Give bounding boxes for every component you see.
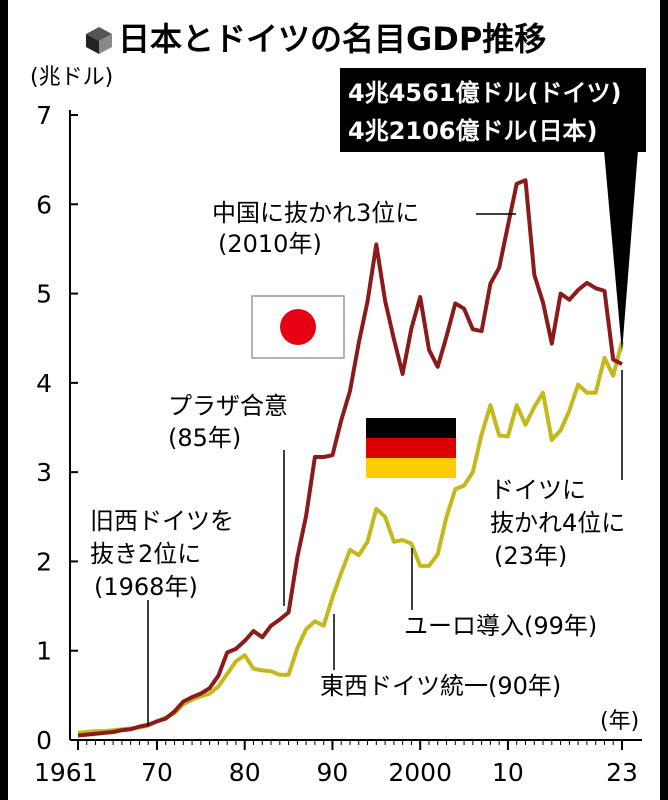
annotation-germany-line1: ドイツに — [490, 476, 586, 504]
x-tick-label: 1961 — [34, 758, 98, 787]
annotation-germany: ドイツに 抜かれ4位に (23年) — [490, 370, 625, 570]
x-ticks: 1961 70 80 90 2000 10 23 — [34, 740, 638, 787]
annotation-unification-line1: 東西ドイツ統一(90年) — [320, 672, 561, 700]
annotation-euro-line1: ユーロ導入(99年) — [404, 612, 597, 640]
x-tick-label: 70 — [141, 758, 173, 787]
annotation-plaza-line1: プラザ合意 — [168, 392, 288, 420]
y-tick-label: 7 — [36, 101, 52, 130]
x-tick-label: 10 — [492, 758, 524, 787]
annotation-china: 中国に抜かれ3位に (2010年) — [212, 199, 516, 258]
annotation-china-line2: (2010年) — [218, 230, 322, 258]
x-tick-label: 90 — [317, 758, 349, 787]
x-axis-unit: (年) — [600, 709, 639, 734]
annotation-unification: 東西ドイツ統一(90年) — [320, 614, 561, 700]
callout-germany-value: 4兆4561億ドル(ドイツ) — [348, 79, 621, 107]
x-tick-label: 80 — [229, 758, 261, 787]
japan-gdp-line — [77, 178, 623, 738]
annotation-germany-line3: (23年) — [494, 542, 567, 570]
annotation-china-line1: 中国に抜かれ3位に — [212, 199, 419, 227]
y-ticks: 0 1 2 3 4 5 6 7 — [36, 101, 78, 755]
x-tick-label: 23 — [606, 758, 638, 787]
cube-icon — [86, 27, 112, 54]
annotation-plaza-line2: (85年) — [168, 424, 241, 452]
japan-flag-icon — [251, 295, 345, 359]
annotation-plaza: プラザ合意 (85年) — [168, 392, 288, 606]
callout-box: 4兆4561億ドル(ドイツ) 4兆2106億ドル(日本) — [340, 68, 646, 352]
annotation-germany-line2: 抜かれ4位に — [490, 509, 625, 537]
chart-title: 日本とドイツの名目GDP推移 — [118, 20, 546, 58]
y-tick-label: 6 — [36, 190, 52, 219]
y-tick-label: 1 — [36, 637, 52, 666]
y-tick-label: 0 — [36, 726, 52, 755]
annotation-west-germany: 旧西ドイツを 抜き2位に (1968年) — [90, 507, 234, 726]
annotation-euro: ユーロ導入(99年) — [404, 548, 597, 640]
y-axis-unit: (兆ドル) — [30, 65, 113, 90]
annotation-west-line3: (1968年) — [94, 573, 198, 601]
y-tick-label: 2 — [36, 547, 52, 576]
callout-japan-value: 4兆2106億ドル(日本) — [348, 117, 597, 145]
annotation-west-line2: 抜き2位に — [90, 540, 201, 568]
x-tick-label: 2000 — [388, 758, 452, 787]
annotation-west-line1: 旧西ドイツを — [90, 507, 234, 535]
germany-flag-icon — [366, 418, 456, 478]
y-tick-label: 5 — [36, 280, 52, 309]
y-tick-label: 4 — [36, 369, 52, 398]
y-tick-label: 3 — [36, 458, 52, 487]
